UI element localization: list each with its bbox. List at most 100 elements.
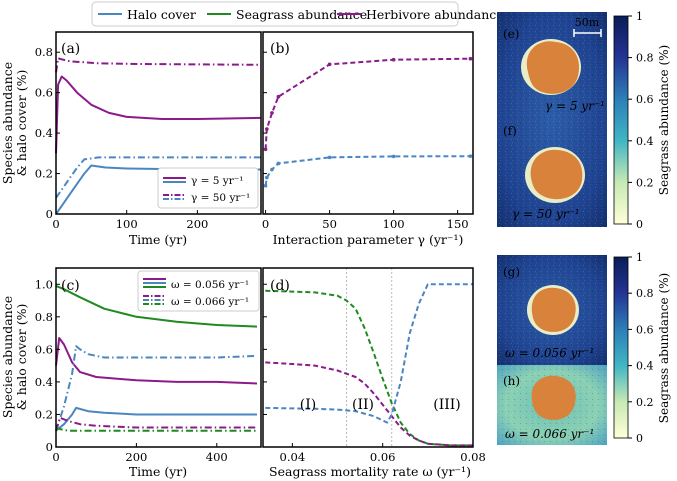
panel-b-marker-herbivore-3 bbox=[276, 94, 281, 99]
region-label-1: (I) bbox=[300, 397, 316, 413]
panel-d-xlabel: Seagrass mortality rate ω (yr⁻¹) bbox=[269, 464, 471, 479]
panel-c-ytick-label: 0 bbox=[46, 440, 53, 454]
panel-a-ylabel-line2: & halo cover (%) bbox=[14, 70, 29, 177]
colorbar-bottom-ticks: 0 0.2 0.4 0.6 0.8 1 bbox=[628, 251, 654, 445]
panel-d-xtick-label: 0.08 bbox=[460, 450, 486, 464]
panel-c-frame bbox=[55, 267, 262, 448]
map-h-tag: (h) bbox=[503, 374, 520, 388]
panel-d-ticks: 0.04 0.06 0.08 bbox=[263, 283, 486, 464]
map-h-sand-patch bbox=[531, 375, 576, 420]
map-g-caption: ω = 0.056 yr⁻¹ bbox=[505, 346, 594, 360]
colorbar-tick-label: 0.6 bbox=[636, 93, 654, 106]
panel-c-xlabel: Time (yr) bbox=[129, 464, 187, 479]
panel-b-lines bbox=[263, 56, 473, 188]
panel-b-marker-herbivore-0 bbox=[263, 147, 268, 152]
colorbar-tick-label: 0.4 bbox=[636, 360, 654, 373]
panel-b-xtick-label: 0 bbox=[262, 217, 269, 231]
region-label-3: (III) bbox=[433, 397, 461, 413]
panel-a-ytick-label: 0.2 bbox=[35, 167, 53, 181]
panel-c-xtick-label: 400 bbox=[206, 450, 228, 464]
colorbar-tick-label: 0.4 bbox=[636, 135, 654, 148]
panel-b-marker-herbivore-2 bbox=[270, 111, 274, 115]
panel-a-frame bbox=[55, 31, 262, 215]
colorbar-bottom-label: Seagrass abundance (%) bbox=[657, 273, 671, 423]
legend-frame bbox=[91, 1, 459, 27]
panel-c-ytick-label: 1.0 bbox=[35, 277, 53, 291]
map-e-tag: (e) bbox=[503, 27, 519, 41]
map-group-top: (e) 50m γ = 5 yr⁻¹ (f) γ = 50 yr⁻¹ bbox=[497, 12, 607, 227]
colorbar-tick-label: 0 bbox=[636, 432, 643, 445]
colorbar-tick-label: 1 bbox=[636, 251, 643, 264]
panel-d-frame bbox=[262, 267, 474, 448]
map-f-tag: (f) bbox=[503, 124, 517, 138]
panel-a-ytick-label: 0.4 bbox=[35, 126, 53, 140]
panel-b-ticks: 0 50 100 150 bbox=[262, 51, 469, 231]
panel-c-ylabel-line1: Species abundance bbox=[0, 296, 15, 418]
panel-b: 0 50 100 150 (b) Interaction parameter γ (y… bbox=[262, 31, 474, 247]
panel-b-marker-halo-2 bbox=[270, 167, 274, 172]
panel-b-tag: (b) bbox=[270, 41, 290, 57]
panel-c: 0 200 400 0 0.2 0.4 0.6 0.8 1.0 (c) Time (yr) Sp… bbox=[0, 267, 262, 479]
panel-c-legend-frame bbox=[137, 270, 260, 312]
panel-c-series-halo-3 bbox=[55, 406, 257, 432]
panel-b-marker-halo-1 bbox=[265, 175, 269, 180]
panel-c-series-seagrass-5 bbox=[55, 426, 257, 432]
legend-halo-label: Halo cover bbox=[127, 7, 196, 22]
region-label-2: (II) bbox=[352, 397, 374, 413]
colorbar-tick-label: 0.2 bbox=[636, 176, 654, 189]
panel-d-series-halo-2 bbox=[265, 283, 473, 424]
panel-b-series-herbivore-0 bbox=[264, 57, 471, 150]
panel-a-ytick-label: 0.6 bbox=[35, 86, 53, 100]
panel-b-marker-herbivore-6 bbox=[468, 56, 473, 61]
panel-b-marker-herbivore-1 bbox=[265, 127, 269, 131]
panel-a-xtick-label: 100 bbox=[116, 217, 138, 231]
panel-a-legend: γ = 5 yr⁻¹ γ = 50 yr⁻¹ bbox=[157, 167, 259, 209]
panel-b-xtick-label: 50 bbox=[322, 217, 337, 231]
legend-c-entry-0: ω = 0.056 yr⁻¹ bbox=[171, 279, 249, 291]
panel-a: 0 100 200 0 0.2 0.4 0.6 0.8 (a) Time (yr) Speci… bbox=[0, 31, 262, 247]
panel-a-ytick-label: 0.8 bbox=[35, 45, 53, 59]
panel-d-tag: (d) bbox=[270, 278, 290, 294]
panel-b-marker-herbivore-5 bbox=[391, 57, 396, 62]
colorbar-tick-label: 0.2 bbox=[636, 396, 654, 409]
panel-d-series-seagrass-0 bbox=[265, 289, 473, 447]
panel-b-xlabel: Interaction parameter γ (yr⁻¹) bbox=[273, 232, 464, 247]
panel-b-xtick-label: 150 bbox=[447, 217, 469, 231]
colorbar-tick-label: 0 bbox=[636, 218, 643, 231]
panel-c-legend: ω = 0.056 yr⁻¹ ω = 0.066 yr⁻¹ bbox=[137, 270, 260, 312]
panel-c-tag: (c) bbox=[61, 278, 80, 294]
panel-c-ytick-label: 0.6 bbox=[35, 342, 53, 356]
top-legend: Halo cover Seagrass abundance Herbivore … bbox=[91, 1, 504, 27]
panel-a-xtick-label: 0 bbox=[52, 217, 59, 231]
panel-c-lines bbox=[55, 284, 258, 432]
panel-b-marker-halo-6 bbox=[468, 154, 473, 158]
panel-b-marker-halo-3 bbox=[276, 161, 281, 166]
colorbar-top-label: Seagrass abundance (%) bbox=[657, 45, 671, 195]
panel-c-series-herbivore-4 bbox=[55, 416, 257, 431]
map-f-caption: γ = 50 yr⁻¹ bbox=[512, 207, 580, 221]
scalebar-label: 50m bbox=[575, 16, 600, 29]
legend-seagrass-label: Seagrass abundance bbox=[236, 7, 367, 22]
panel-b-marker-herbivore-4 bbox=[327, 62, 332, 67]
panel-c-series-halo-2 bbox=[55, 345, 258, 432]
map-g-tag: (g) bbox=[503, 265, 520, 279]
colorbar-tick-label: 0.8 bbox=[636, 52, 654, 65]
legend-a-entry-1: γ = 50 yr⁻¹ bbox=[191, 192, 250, 204]
map-e-sand-patch bbox=[526, 41, 580, 94]
colorbar-top-bar bbox=[613, 15, 629, 225]
map-h-caption: ω = 0.066 yr⁻¹ bbox=[505, 427, 594, 441]
legend-a-entry-0: γ = 5 yr⁻¹ bbox=[191, 175, 243, 187]
panel-b-marker-halo-0 bbox=[263, 183, 268, 188]
map-g-sand-patch bbox=[531, 287, 576, 332]
panel-d-xtick-label: 0.04 bbox=[280, 450, 306, 464]
colorbar-tick-label: 0.6 bbox=[636, 323, 654, 336]
panel-a-series-herbivore-1 bbox=[55, 75, 262, 154]
colorbar-top-ticks: 0 0.2 0.4 0.6 0.8 1 bbox=[628, 10, 654, 231]
panel-c-ytick-label: 0.8 bbox=[35, 310, 53, 324]
colorbar-bottom-bar bbox=[613, 256, 629, 439]
panel-b-xtick-label: 100 bbox=[383, 217, 405, 231]
panel-b-series-halo-1 bbox=[264, 155, 471, 186]
legend-herbivore-label: Herbivore abundance bbox=[366, 7, 504, 22]
panel-c-ytick-label: 0.4 bbox=[35, 375, 53, 389]
